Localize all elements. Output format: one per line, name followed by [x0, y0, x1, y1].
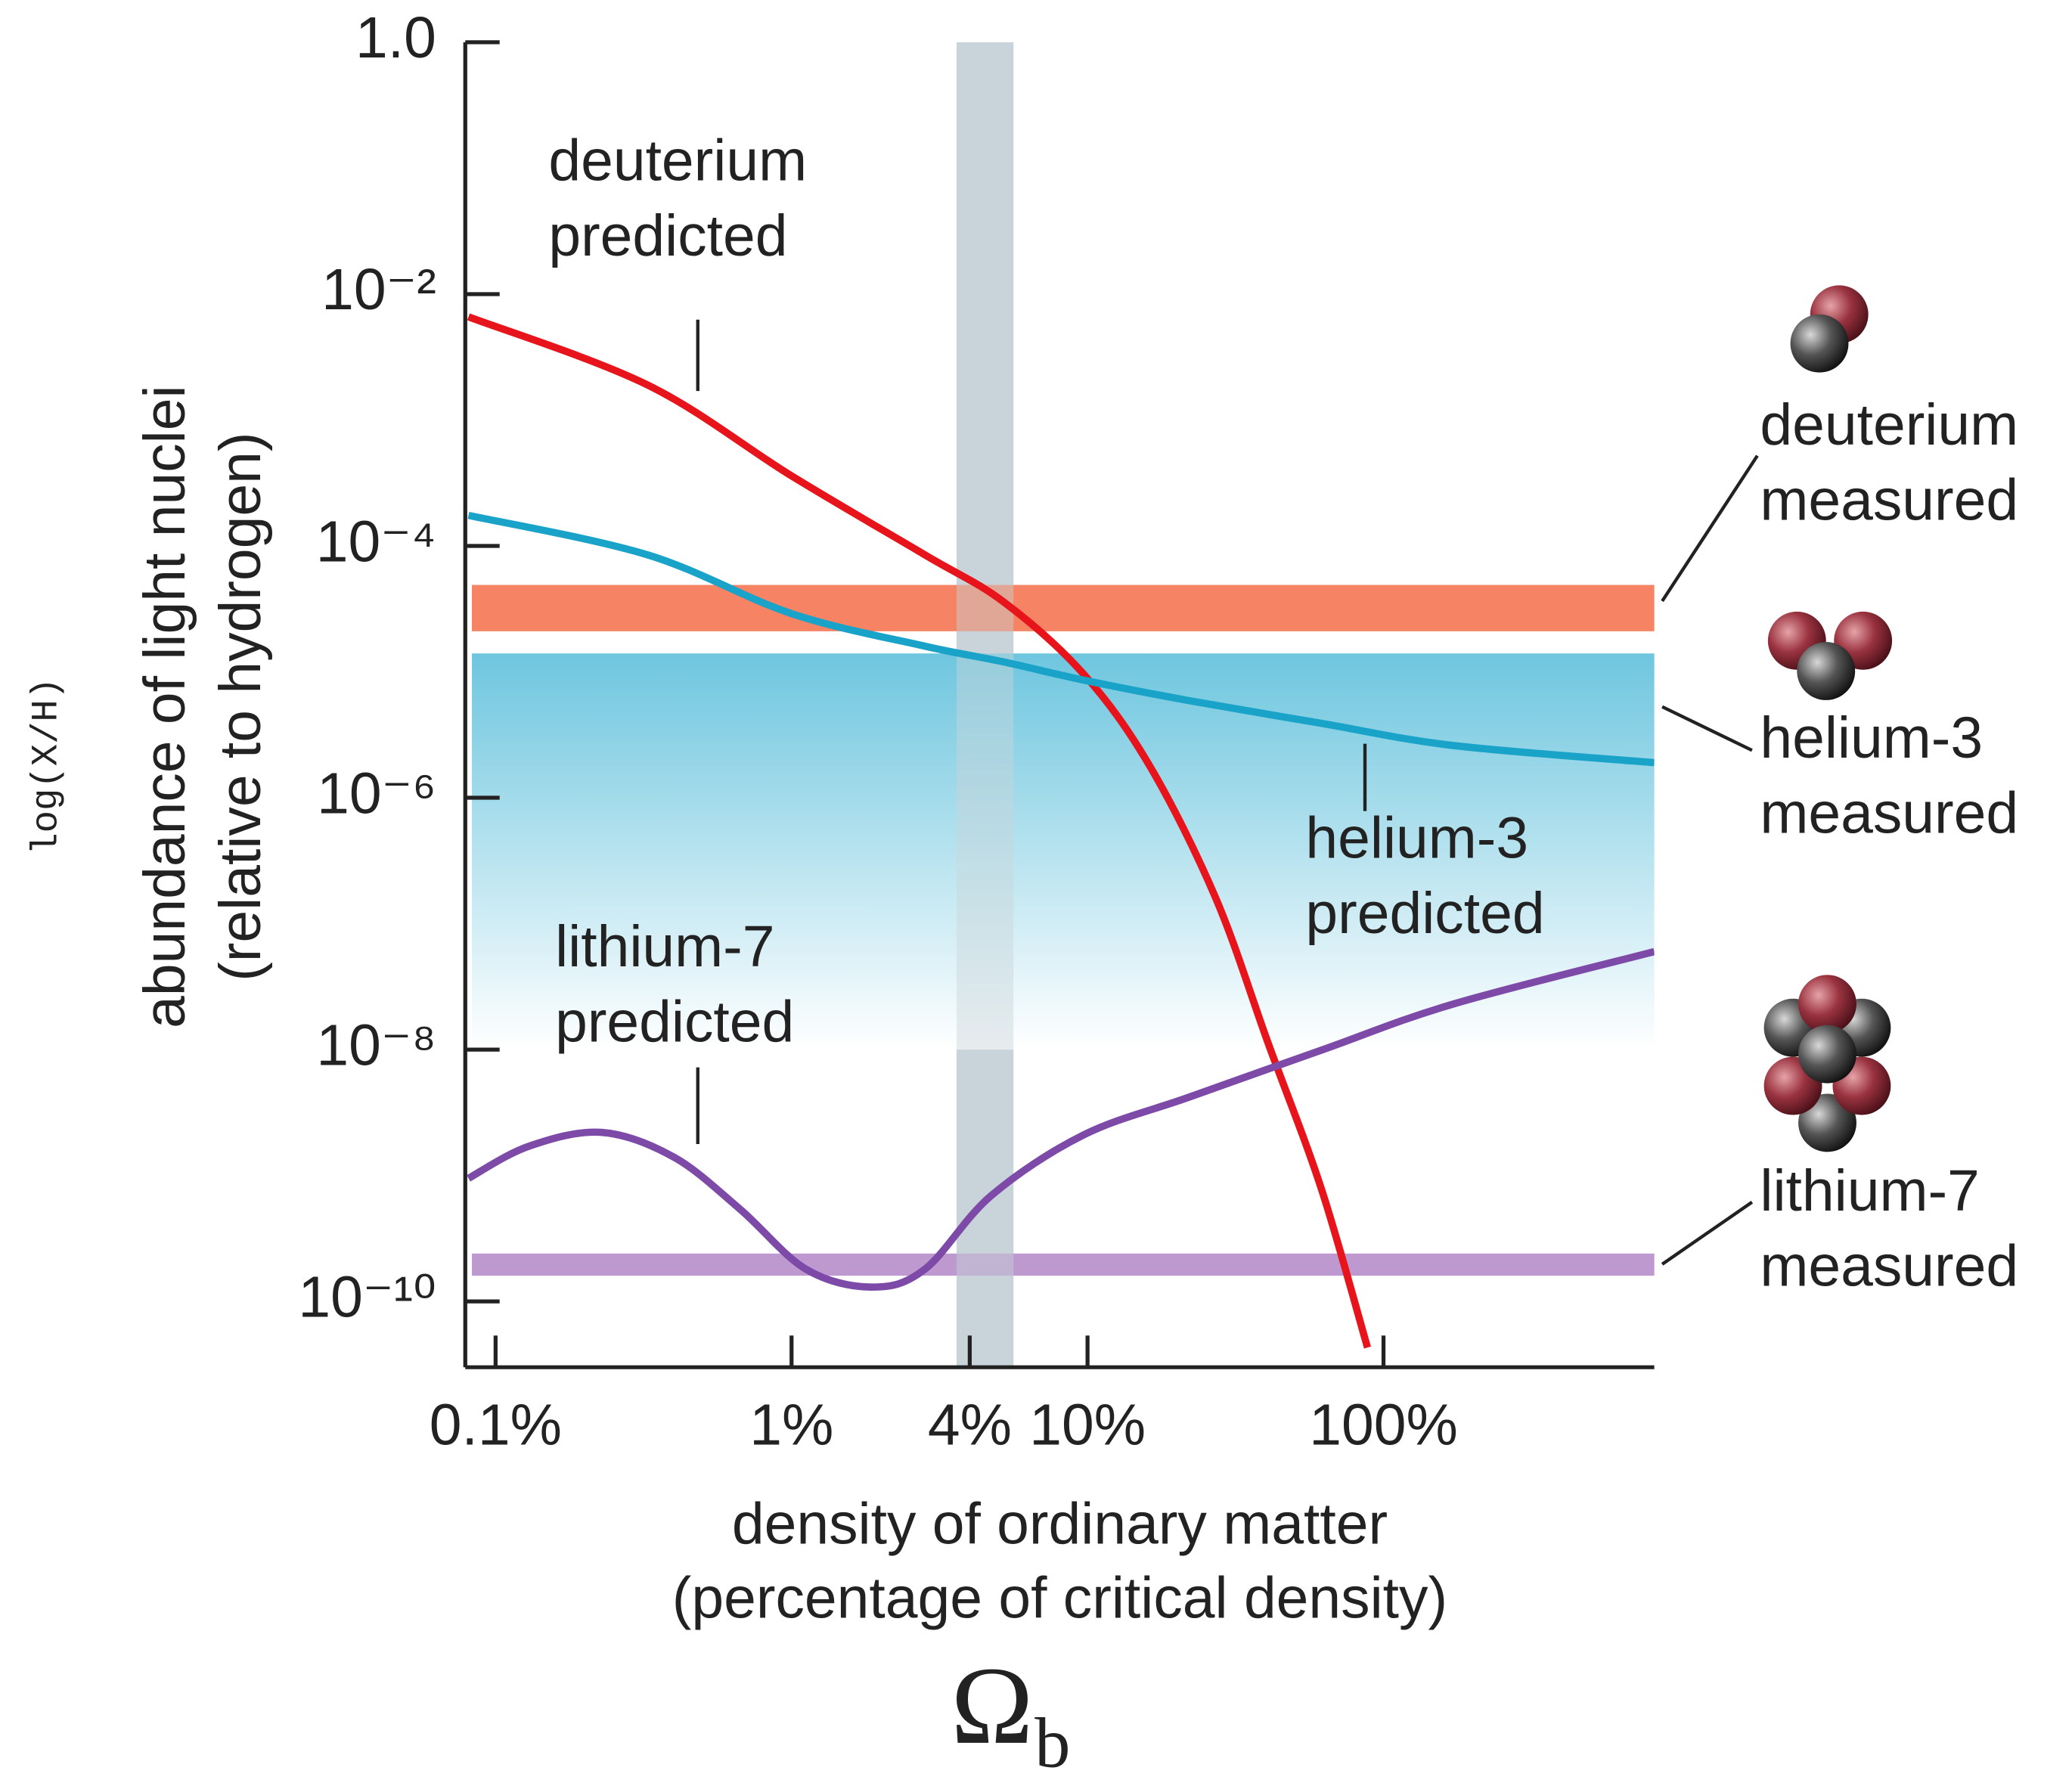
y-axis-note: log(X/H) — [25, 678, 67, 855]
helium-3-icon — [1768, 612, 1892, 700]
x-tick-label: 4% — [928, 1393, 1012, 1458]
highlight-overlay — [957, 42, 1013, 1367]
page: {"chart_data": { "type": "line", "xlog":… — [0, 0, 2072, 1786]
y-tick-label: 10⁻² — [321, 257, 436, 322]
y-tick-label: 10⁻⁶ — [317, 761, 436, 826]
measured-band — [472, 1254, 1655, 1276]
y-tick-label: 10⁻⁸ — [316, 1012, 436, 1077]
y-tick-label: 1.0 — [355, 5, 436, 70]
x-tick-label: 10% — [1029, 1393, 1146, 1458]
x-symbol-subscript: b — [1034, 1704, 1070, 1782]
x-tick-label: 1% — [749, 1393, 833, 1458]
chart: abundance of light nuclei (relative to h… — [0, 0, 2072, 1786]
x-symbol: Ω — [951, 1644, 1033, 1767]
deuterium-icon — [1791, 285, 1869, 372]
x-axis-title: density of ordinary matter — [732, 1492, 1388, 1557]
y-tick-label: 10⁻¹⁰ — [298, 1264, 436, 1329]
y-axis-subtitle: (relative to hydrogen) — [208, 433, 273, 981]
lithium-7-icon — [1764, 975, 1891, 1152]
x-axis-subtitle: (percentage of critical density) — [672, 1565, 1447, 1630]
measured-band — [472, 585, 1655, 631]
y-axis-title: abundance of light nuclei — [132, 385, 197, 1028]
x-tick-label: 0.1% — [430, 1393, 562, 1458]
y-tick-label: 10⁻⁴ — [316, 509, 436, 574]
x-tick-label: 100% — [1309, 1393, 1458, 1458]
